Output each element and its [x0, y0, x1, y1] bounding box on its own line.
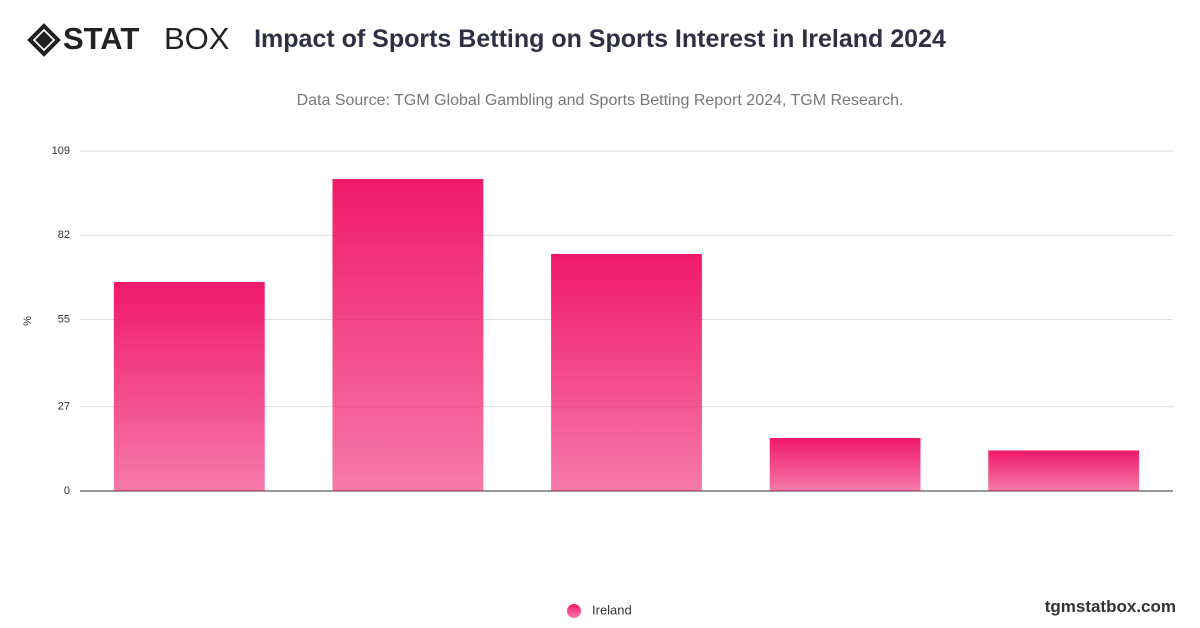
logo-light: BOX [164, 21, 230, 56]
logo-icon [27, 23, 61, 57]
footer: tgmstatbox.com [1044, 597, 1176, 616]
y-tick-label: 27 [58, 401, 70, 413]
y-axis-label: % [22, 316, 34, 326]
y-tick-label: 0 [64, 485, 70, 497]
y-tick-label: 55 [58, 313, 70, 325]
legend-label: Ireland [592, 602, 632, 617]
logo-bold: STAT [63, 21, 139, 56]
bar [551, 253, 702, 491]
legend-marker [567, 604, 581, 618]
y-tick-label: 82 [58, 229, 70, 241]
y-tick-label: 109 [52, 145, 70, 157]
bar [769, 437, 921, 491]
bar [332, 179, 484, 491]
chart-title: Impact of Sports Betting on Sports Inter… [254, 25, 946, 53]
bar [988, 450, 1140, 491]
bar [113, 282, 265, 491]
chart-subtitle: Data Source: TGM Global Gambling and Spo… [296, 92, 904, 109]
